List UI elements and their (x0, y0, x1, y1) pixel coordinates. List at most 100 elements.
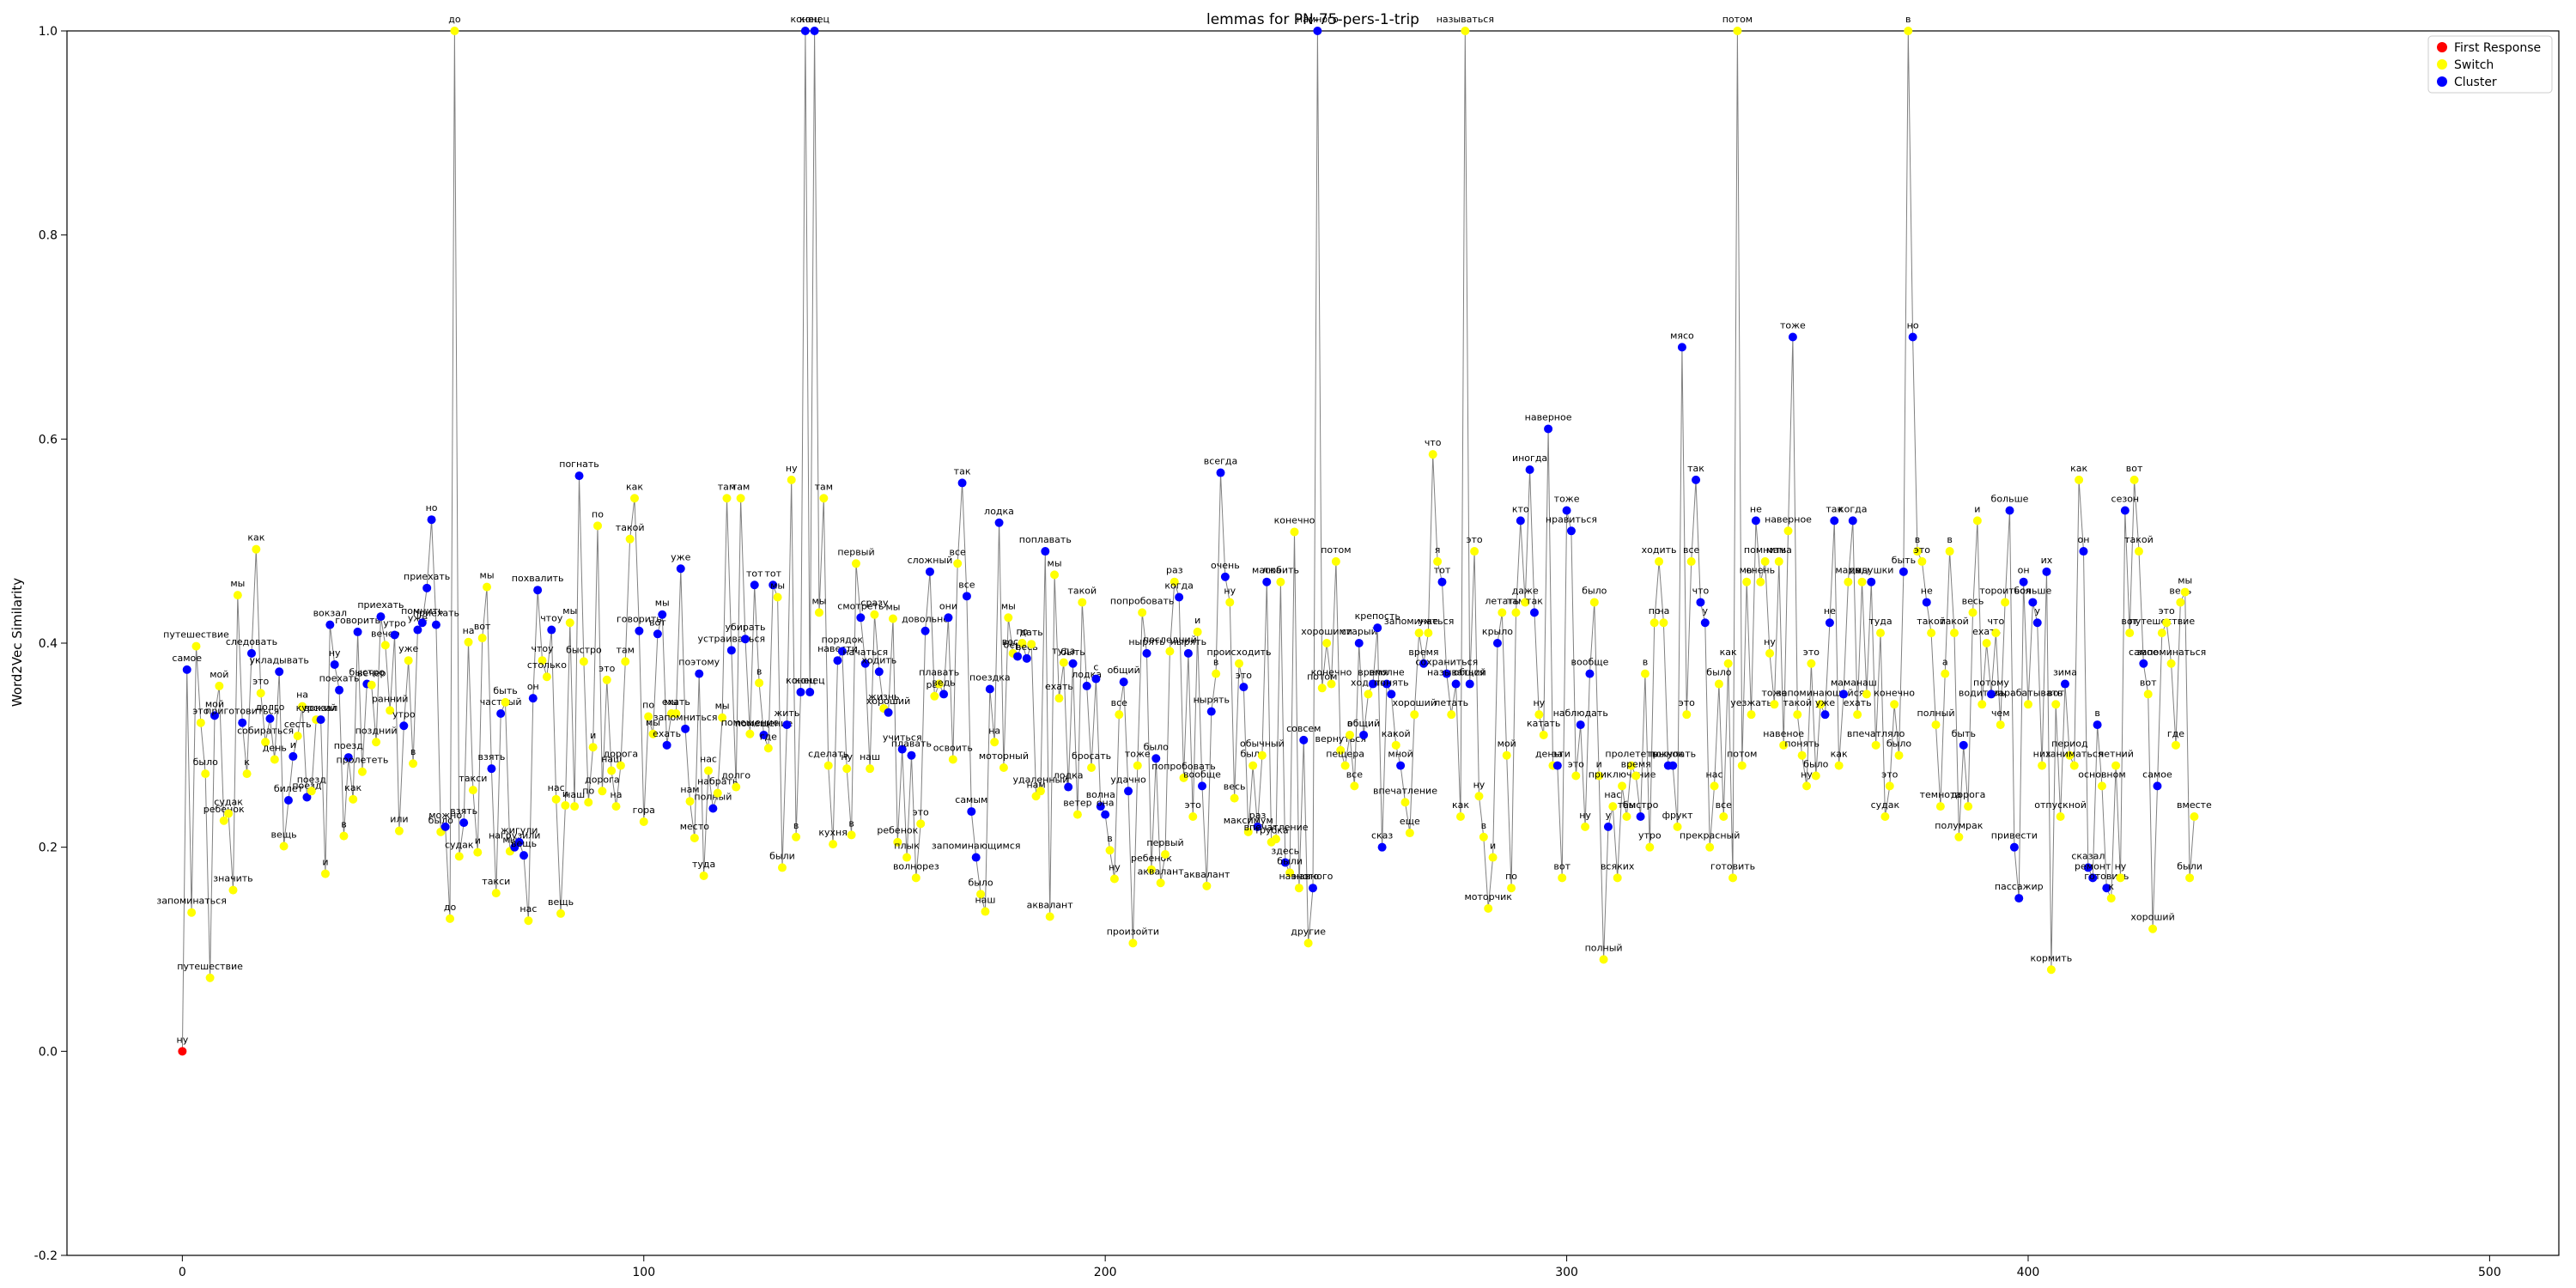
data-point (750, 580, 759, 590)
point-label: начаться (842, 647, 888, 658)
legend-marker (2437, 76, 2447, 87)
data-point (1138, 608, 1147, 617)
data-point (1447, 710, 1456, 720)
data-point (870, 610, 879, 619)
point-label: вот (2126, 463, 2143, 474)
data-point (417, 618, 427, 628)
point-label: удаленный (1012, 774, 1068, 785)
data-point (1280, 858, 1290, 867)
point-label: больше (2014, 585, 2051, 596)
point-label: сразу (860, 598, 889, 609)
point-label: мама (1835, 565, 1861, 576)
point-label: бросать (1072, 750, 1111, 762)
point-label: основном (2078, 769, 2125, 780)
point-label: потом (1727, 749, 1757, 760)
data-point (316, 715, 325, 725)
data-point (893, 837, 902, 847)
point-label: приключение (1589, 769, 1656, 780)
data-point (1673, 822, 1682, 831)
point-label: нам (680, 784, 699, 795)
y-tick-label: -0.2 (34, 1249, 58, 1263)
data-point (325, 620, 335, 629)
data-point (501, 697, 510, 707)
point-label: с (1093, 662, 1098, 673)
data-point (1996, 720, 2005, 730)
data-point (833, 656, 842, 665)
data-point (386, 706, 395, 715)
point-label: наблюдать (1553, 708, 1608, 719)
data-point (1249, 761, 1258, 770)
data-point (1595, 771, 1604, 781)
point-label: на (1657, 605, 1669, 617)
data-point (616, 761, 625, 770)
point-label: конец (795, 675, 825, 686)
data-point (270, 755, 279, 764)
point-label: на (611, 789, 623, 800)
data-point (1742, 577, 1752, 586)
point-label: трубка (1255, 825, 1289, 836)
data-point (1087, 762, 1097, 772)
point-label: удачно (1110, 774, 1146, 785)
legend: First Response Switch Cluster (2427, 35, 2553, 94)
data-point (676, 564, 685, 574)
point-label: жить (774, 708, 799, 719)
x-tick-label: 300 (1555, 1266, 1578, 1279)
point-label: наш (1856, 677, 1877, 688)
data-point (1212, 669, 1221, 678)
data-point (708, 804, 718, 813)
point-label: навного (1279, 871, 1319, 882)
point-label: утро (1638, 830, 1662, 841)
data-point (1013, 652, 1023, 661)
point-label: он (2078, 534, 2090, 545)
point-label: кто (1512, 503, 1529, 514)
data-point (533, 586, 543, 595)
data-point (1188, 812, 1198, 822)
data-point (1096, 802, 1105, 811)
point-label: впечатляло (1847, 728, 1905, 739)
point-label: пещера (1326, 749, 1364, 760)
data-point (1945, 547, 1954, 556)
data-point (565, 618, 574, 628)
data-point (570, 802, 580, 811)
data-point (1571, 771, 1581, 781)
data-point (777, 863, 787, 872)
point-label: дорога (585, 774, 620, 785)
data-point (1414, 629, 1424, 638)
point-label: пролететь (1605, 749, 1657, 760)
point-label: уезжать (1730, 697, 1772, 708)
data-point (2014, 894, 2024, 903)
point-label: хорошими (1301, 626, 1352, 637)
point-label: гора (633, 805, 655, 816)
data-point (884, 708, 893, 717)
point-label: маска (1252, 565, 1281, 576)
legend-label: Cluster (2454, 76, 2497, 89)
data-point (1220, 572, 1230, 581)
point-label: мама (1831, 677, 1856, 688)
point-label: такой (1067, 585, 1097, 596)
data-point (1202, 881, 1212, 890)
data-point (944, 613, 953, 623)
point-label: и (1596, 758, 1602, 769)
point-label: всяких (1601, 860, 1635, 872)
point-label: утро (392, 708, 416, 720)
data-point (1151, 754, 1161, 763)
data-point (699, 871, 708, 880)
point-label: ходить (1642, 544, 1677, 556)
point-label: по (592, 508, 604, 519)
data-point (1521, 598, 1530, 607)
data-point (2083, 863, 2093, 872)
data-point (1839, 690, 1849, 699)
data-point (1064, 782, 1073, 792)
point-label: мы (811, 595, 826, 606)
data-point (732, 782, 741, 792)
data-point (1723, 659, 1733, 668)
data-point (1461, 27, 1470, 35)
point-label: они (939, 600, 957, 611)
data-point (246, 648, 256, 658)
point-label: было (968, 877, 993, 888)
data-point (275, 667, 284, 677)
data-point (1109, 874, 1119, 884)
point-label: мы (1855, 565, 1869, 576)
data-point (639, 817, 648, 826)
data-point (2185, 873, 2195, 883)
